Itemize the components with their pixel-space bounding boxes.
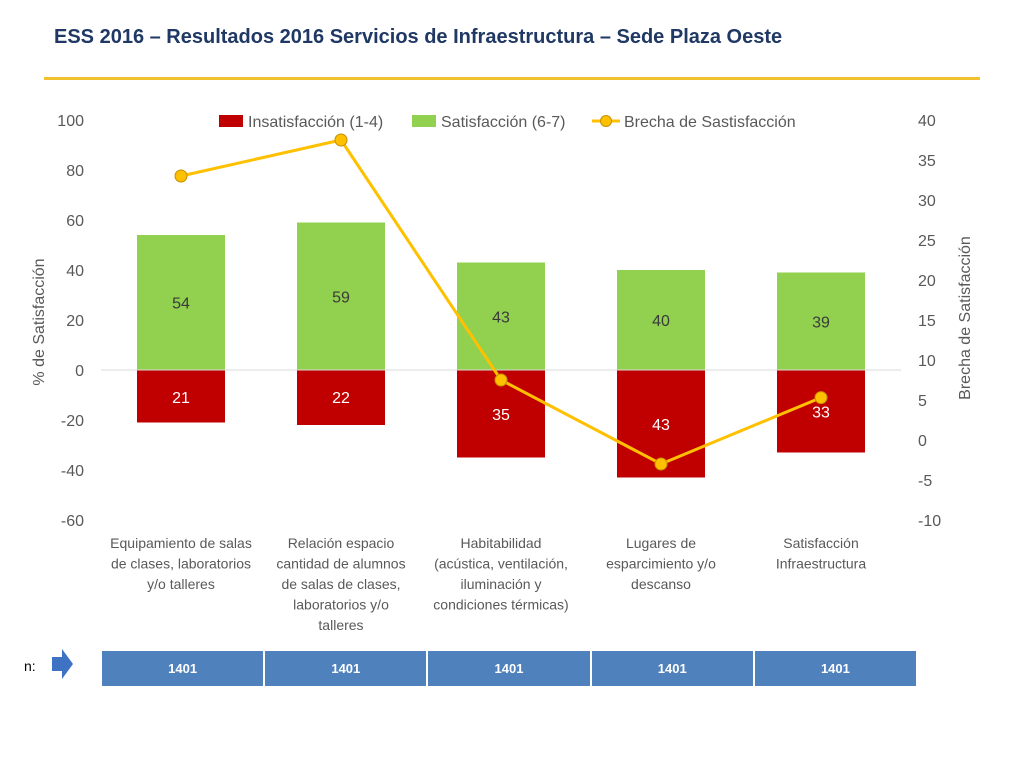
x-category-label-line: iluminación y <box>461 576 542 592</box>
x-category-label-line: esparcimiento y/o <box>606 556 716 572</box>
x-category-label: Relación espacio cantidad de alumnos de sa… <box>276 535 405 633</box>
x-category-label-line: Equipamiento de salas <box>110 535 252 551</box>
x-category-label-line: de clases, laboratorios <box>111 556 251 572</box>
brecha-point <box>174 169 188 183</box>
sample-size-cell: 1401 <box>591 651 755 686</box>
sample-size-cell: 1401 <box>102 651 266 686</box>
legend-swatch-insatisfaccion <box>219 115 243 127</box>
data-label-insatisfaccion: 22 <box>332 390 350 407</box>
data-label-insatisfaccion: 43 <box>652 417 670 434</box>
y2-tick-label: -5 <box>918 473 932 490</box>
brecha-point <box>654 457 668 471</box>
x-category-label-line: talleres <box>318 617 363 633</box>
legend-swatch-satisfaccion <box>412 115 436 127</box>
bar-satisfaccion <box>297 222 385 370</box>
x-category-label-line: laboratorios y/o <box>293 597 389 613</box>
y2-tick-label: 5 <box>918 393 927 410</box>
title-underline <box>44 77 980 80</box>
brecha-point <box>814 391 828 405</box>
y2-tick-label: 35 <box>918 153 936 170</box>
y2-axis-label: Brecha de Satisfacción <box>957 236 974 400</box>
y-tick-label: 20 <box>66 313 84 330</box>
sample-size-cell: 1401 <box>754 651 917 686</box>
bar-satisfaccion <box>617 270 705 370</box>
y-tick-label: 40 <box>66 263 84 280</box>
y2-tick-label: 15 <box>918 313 936 330</box>
y-tick-label: -40 <box>61 463 84 480</box>
satisfaction-chart: 100 80 60 40 20 0 -20 -40 -60 40 35 30 25 20 15 10 5 0 -5 -… <box>31 113 974 633</box>
x-category-label: Habitabilidad (acústica, ventilación, ilum… <box>433 535 568 613</box>
bar-satisfaccion <box>137 235 225 370</box>
x-category-label-line: Satisfacción <box>783 535 858 551</box>
data-label-satisfaccion: 43 <box>492 309 510 326</box>
y2-tick-label: 40 <box>918 113 936 130</box>
bar-insatisfaccion <box>137 370 225 423</box>
y2-tick-label: 0 <box>918 433 927 450</box>
x-category-label-line: Relación espacio <box>288 535 395 551</box>
y2-tick-label: 30 <box>918 193 936 210</box>
legend-swatch-brecha-marker <box>600 115 612 127</box>
y2-tick-label: 20 <box>918 273 936 290</box>
x-category-label-line: descanso <box>631 576 691 592</box>
x-category-label-line: de salas de clases, <box>281 576 400 592</box>
legend-label-brecha: Brecha de Sastisfacción <box>624 114 796 131</box>
x-category-label-line: condiciones térmicas) <box>433 597 568 613</box>
y-tick-label: -60 <box>61 513 84 530</box>
y-tick-label: -20 <box>61 413 84 430</box>
y2-tick-label: -10 <box>918 513 941 530</box>
legend-label-insatisfaccion: Insatisfacción (1-4) <box>248 114 383 131</box>
x-category-label-line: Infraestructura <box>776 556 866 572</box>
sample-size-table: 1401 1401 1401 1401 1401 <box>101 650 917 687</box>
x-category-label-line: y/o talleres <box>147 576 215 592</box>
x-category-label: Satisfacción Infraestructura <box>776 535 866 572</box>
x-category-label-line: Lugares de <box>626 535 696 551</box>
data-label-satisfaccion: 54 <box>172 296 190 313</box>
y-tick-label: 0 <box>75 363 84 380</box>
data-label-insatisfaccion: 35 <box>492 407 510 424</box>
bar-satisfaccion <box>457 262 545 370</box>
x-category-label: Equipamiento de salas de clases, laborato… <box>110 535 252 592</box>
y-tick-label: 100 <box>57 113 84 130</box>
y-tick-label: 80 <box>66 163 84 180</box>
data-label-satisfaccion: 40 <box>652 313 670 330</box>
legend-label-satisfaccion: Satisfacción (6-7) <box>441 114 566 131</box>
y2-tick-label: 10 <box>918 353 936 370</box>
x-category-label-line: (acústica, ventilación, <box>434 556 568 572</box>
y-tick-label: 60 <box>66 213 84 230</box>
x-category-label: Lugares de esparcimiento y/o descanso <box>606 535 716 592</box>
x-category-label-line: Habitabilidad <box>461 535 542 551</box>
y2-tick-label: 25 <box>918 233 936 250</box>
page-title: ESS 2016 – Resultados 2016 Servicios de … <box>54 26 783 48</box>
data-label-satisfaccion: 59 <box>332 289 350 306</box>
data-label-insatisfaccion: 33 <box>812 404 830 421</box>
data-label-satisfaccion: 39 <box>812 314 830 331</box>
sample-size-cell: 1401 <box>428 651 592 686</box>
bar-insatisfaccion <box>297 370 385 425</box>
y-axis-label: % de Satisfacción <box>31 258 48 385</box>
brecha-point <box>494 373 508 387</box>
bar-satisfaccion <box>777 272 865 370</box>
data-label-insatisfaccion: 21 <box>172 390 190 407</box>
sample-size-label: n: <box>24 658 36 674</box>
right-arrow-icon <box>52 649 73 679</box>
brecha-point <box>334 133 348 147</box>
x-category-label-line: cantidad de alumnos <box>276 556 405 572</box>
sample-size-cell: 1401 <box>265 651 429 686</box>
